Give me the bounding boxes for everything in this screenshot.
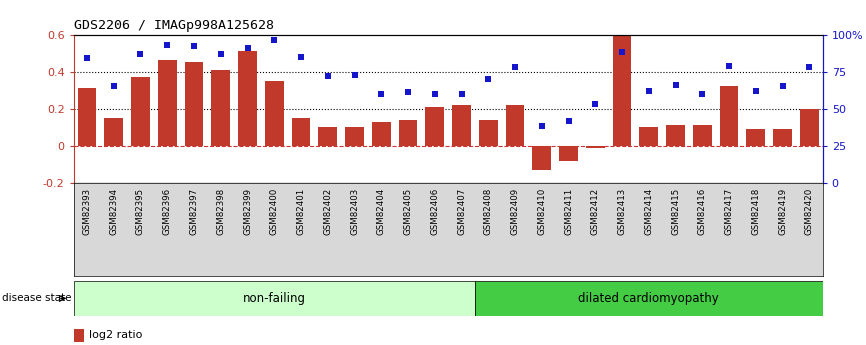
Text: GSM82407: GSM82407: [457, 188, 466, 235]
Bar: [475, 281, 823, 316]
Point: [320, 73, 334, 79]
Bar: [452, 105, 471, 146]
Bar: [74, 329, 85, 342]
Bar: [586, 146, 604, 148]
Text: GSM82400: GSM82400: [270, 188, 279, 235]
Text: GSM82403: GSM82403: [350, 188, 359, 235]
Text: GSM82411: GSM82411: [564, 188, 573, 235]
Point: [695, 91, 709, 97]
Bar: [559, 146, 578, 161]
Text: GSM82399: GSM82399: [243, 188, 252, 235]
Text: GSM82415: GSM82415: [671, 188, 680, 235]
Point: [294, 54, 308, 60]
Point: [776, 84, 790, 89]
Bar: [74, 281, 475, 316]
Bar: [78, 88, 96, 146]
Point: [347, 72, 361, 77]
Text: GSM82405: GSM82405: [404, 188, 412, 235]
Text: GSM82414: GSM82414: [644, 188, 653, 235]
Point: [268, 38, 281, 43]
Bar: [372, 122, 391, 146]
Point: [803, 65, 817, 70]
Text: GSM82408: GSM82408: [484, 188, 493, 235]
Bar: [720, 87, 739, 146]
Text: GSM82419: GSM82419: [778, 188, 787, 235]
Point: [615, 50, 629, 55]
Bar: [131, 77, 150, 146]
Bar: [746, 129, 766, 146]
Point: [535, 124, 549, 129]
Text: GSM82412: GSM82412: [591, 188, 600, 235]
Point: [214, 51, 228, 57]
Point: [588, 101, 602, 107]
Text: log2 ratio: log2 ratio: [88, 331, 142, 340]
Point: [160, 42, 174, 48]
Text: GSM82396: GSM82396: [163, 188, 171, 235]
Point: [133, 51, 147, 57]
Point: [374, 91, 388, 97]
Text: GSM82406: GSM82406: [430, 188, 439, 235]
Point: [642, 88, 656, 93]
Text: GSM82416: GSM82416: [698, 188, 707, 235]
Bar: [211, 70, 230, 146]
Text: dilated cardiomyopathy: dilated cardiomyopathy: [578, 292, 719, 305]
Bar: [105, 118, 123, 146]
Text: GSM82418: GSM82418: [752, 188, 760, 235]
Text: GSM82393: GSM82393: [82, 188, 92, 235]
Bar: [693, 125, 712, 146]
Point: [481, 76, 495, 82]
Text: GSM82394: GSM82394: [109, 188, 119, 235]
Point: [508, 65, 522, 70]
Text: GSM82417: GSM82417: [725, 188, 734, 235]
Point: [187, 43, 201, 49]
Text: GDS2206 / IMAGp998A125628: GDS2206 / IMAGp998A125628: [74, 19, 274, 32]
Point: [80, 56, 94, 61]
Text: GSM82402: GSM82402: [323, 188, 333, 235]
Bar: [533, 146, 551, 170]
Point: [428, 91, 442, 97]
Bar: [398, 120, 417, 146]
Bar: [639, 127, 658, 146]
Bar: [425, 107, 444, 146]
Bar: [238, 51, 257, 146]
Bar: [506, 105, 525, 146]
Point: [107, 84, 120, 89]
Text: disease state: disease state: [2, 294, 71, 303]
Text: GSM82413: GSM82413: [617, 188, 626, 235]
Text: non-failing: non-failing: [242, 292, 306, 305]
Text: GSM82410: GSM82410: [537, 188, 546, 235]
Point: [562, 118, 576, 123]
Bar: [319, 127, 337, 146]
Bar: [346, 127, 364, 146]
Text: GSM82395: GSM82395: [136, 188, 145, 235]
Point: [722, 63, 736, 68]
Text: GSM82409: GSM82409: [511, 188, 520, 235]
Text: GSM82401: GSM82401: [296, 188, 306, 235]
Bar: [158, 60, 177, 146]
Text: GSM82420: GSM82420: [805, 188, 814, 235]
Text: GSM82404: GSM82404: [377, 188, 385, 235]
Bar: [773, 129, 792, 146]
Point: [241, 45, 255, 51]
Bar: [800, 109, 818, 146]
Text: GSM82398: GSM82398: [216, 188, 225, 235]
Point: [669, 82, 682, 88]
Bar: [292, 118, 310, 146]
Point: [749, 88, 763, 93]
Bar: [479, 120, 498, 146]
Bar: [184, 62, 204, 146]
Bar: [265, 81, 284, 146]
Bar: [666, 125, 685, 146]
Text: GSM82397: GSM82397: [190, 188, 198, 235]
Point: [401, 90, 415, 95]
Point: [455, 91, 469, 97]
Bar: [612, 25, 631, 146]
